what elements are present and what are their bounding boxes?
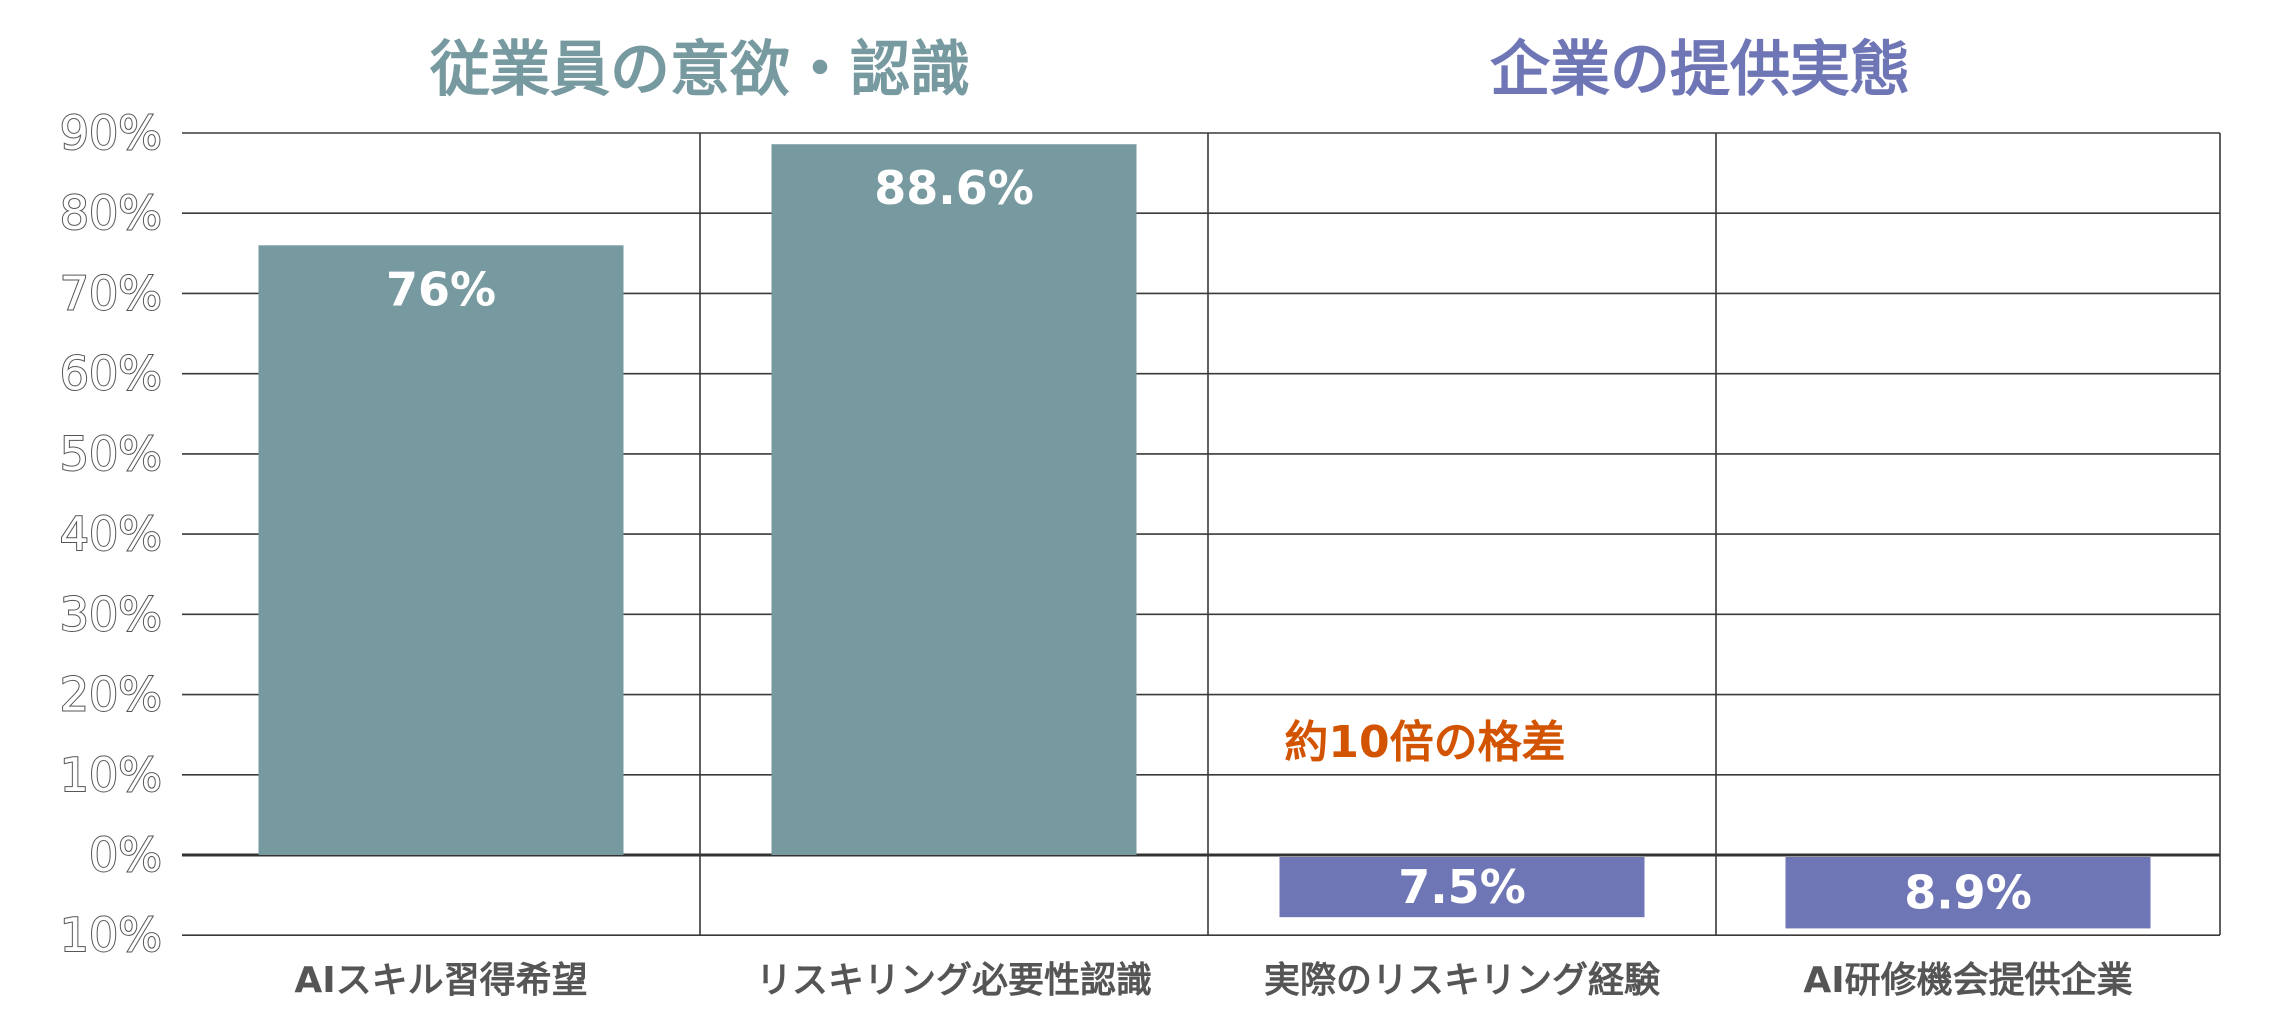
bar-2 — [771, 144, 1137, 856]
x-tick-label: 実際のリスキリング経験 — [1264, 960, 1661, 1001]
y-tick-label: 70% — [60, 266, 162, 320]
bar-value-label: 76% — [386, 262, 496, 316]
bar-3 — [1279, 857, 1645, 918]
bar-4 — [1785, 857, 2151, 929]
bar-value-label: 7.5% — [1398, 860, 1526, 914]
group-title: 企業の提供実態 — [1490, 35, 1910, 105]
y-tick-label: 30% — [60, 587, 162, 641]
group-title: 従業員の意欲・認識 — [429, 35, 970, 105]
x-tick-label: リスキリング必要性認識 — [756, 960, 1152, 1001]
y-tick-label: 40% — [60, 507, 162, 561]
bar-value-label: 88.6% — [874, 161, 1034, 215]
y-tick-label: 80% — [60, 186, 162, 240]
x-tick-label: AI研修機会提供企業 — [1803, 959, 2132, 1001]
x-tick-label: AIスキル習得希望 — [294, 960, 587, 1001]
y-tick-label: 90% — [60, 106, 162, 160]
bar-value-label: 8.9% — [1904, 866, 2032, 920]
y-tick-label: 10% — [60, 908, 162, 962]
bar-1 — [258, 245, 624, 856]
y-tick-label: 0% — [89, 828, 162, 882]
axes: 90% 80% 70% 60% 50% 40% 30% 20% 10% 0% 10% AIスキル習得希… — [59, 105, 2133, 1001]
gap-annotation: 約10倍の格差 — [1284, 717, 1565, 768]
y-tick-label: 60% — [60, 347, 162, 401]
bars — [258, 144, 2151, 929]
y-tick-label: 50% — [60, 427, 162, 481]
y-tick-label: 20% — [60, 668, 162, 722]
y-tick-label: 10% — [60, 748, 162, 802]
